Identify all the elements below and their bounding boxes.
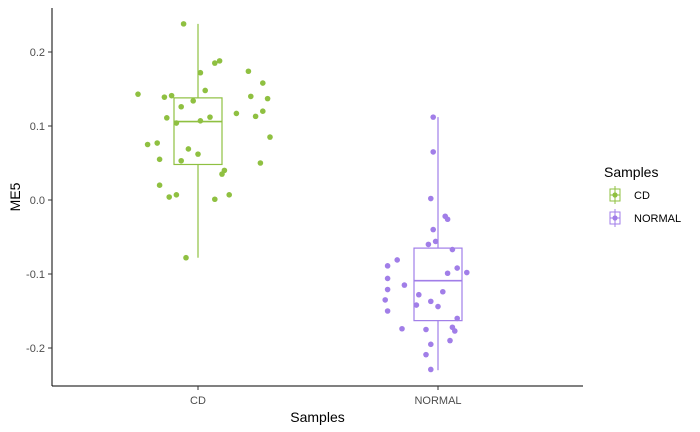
data-point-normal [432, 238, 439, 245]
data-point-normal [430, 149, 437, 155]
plot-area [135, 21, 470, 373]
data-point-normal [384, 263, 391, 269]
data-point-cd [202, 87, 208, 94]
x-axis-title: Samples [290, 409, 344, 425]
data-point-normal [425, 241, 432, 248]
data-point-cd [197, 118, 204, 124]
data-point-normal [428, 195, 434, 202]
data-point-cd [156, 156, 163, 163]
data-point-cd [190, 98, 196, 104]
data-point-cd [260, 80, 266, 86]
data-point-cd [207, 114, 213, 120]
data-point-cd [260, 108, 266, 114]
y-tick-label: 0.1 [30, 121, 45, 133]
data-point-normal [382, 297, 389, 303]
data-point-cd [168, 92, 175, 99]
data-point-normal [428, 298, 434, 305]
data-point-normal [452, 328, 458, 334]
box [413, 247, 463, 322]
y-axis-title: ME5 [7, 182, 23, 211]
data-point-normal [435, 303, 441, 310]
data-point-cd [257, 160, 264, 166]
data-point-cd [178, 157, 184, 164]
y-tick-label: 0.2 [30, 47, 45, 59]
legend-key-point [612, 215, 618, 221]
data-point-cd [173, 192, 180, 198]
x-tick-label: CD [190, 395, 206, 407]
data-point-cd [156, 182, 163, 188]
x-tick-label: NORMAL [414, 395, 461, 407]
data-point-normal [447, 337, 453, 344]
data-point-cd [166, 194, 172, 200]
data-point-normal [428, 341, 434, 348]
data-point-cd [212, 60, 218, 66]
data-point-normal [454, 315, 461, 322]
data-point-normal [430, 226, 437, 233]
data-point-cd [264, 95, 271, 102]
data-point-cd [185, 146, 192, 152]
data-point-normal [413, 302, 420, 308]
data-point-cd [183, 254, 189, 261]
y-tick-label: -0.2 [26, 343, 45, 355]
data-point-cd [135, 91, 141, 97]
data-point-cd [252, 113, 259, 120]
data-point-normal [384, 286, 391, 293]
data-point-normal [401, 282, 408, 288]
legend-key-point [612, 192, 618, 198]
legend-item-normal: NORMAL [606, 209, 681, 227]
data-point-cd [212, 196, 218, 203]
data-point-normal [454, 265, 461, 271]
boxplot-normal [413, 117, 463, 371]
data-point-normal [394, 257, 401, 263]
data-point-cd [216, 58, 223, 64]
data-point-cd [173, 120, 180, 126]
data-point-cd [233, 110, 240, 117]
data-point-normal [423, 351, 429, 358]
data-point-normal [384, 308, 391, 314]
data-point-normal [428, 366, 434, 373]
data-point-normal [423, 326, 429, 333]
data-point-cd [197, 69, 204, 76]
data-point-normal [430, 114, 437, 120]
y-tick-label: -0.1 [26, 269, 45, 281]
data-point-normal [449, 246, 456, 253]
legend-label: CD [634, 190, 650, 202]
x-axis-ticks: CD NORMAL [190, 386, 462, 407]
data-point-cd [195, 151, 201, 157]
data-point-normal [444, 270, 451, 277]
box [173, 97, 223, 166]
data-point-cd [226, 192, 232, 198]
data-point-cd [267, 134, 273, 140]
data-point-cd [154, 140, 160, 146]
boxplot-cd [173, 23, 223, 258]
jitter-points [135, 21, 470, 373]
legend: Samples CD NORMAL [604, 164, 681, 227]
legend-item-cd: CD [606, 186, 650, 204]
data-point-normal [416, 291, 422, 298]
data-point-cd [245, 68, 252, 75]
boxplots [173, 23, 463, 371]
data-point-normal [384, 275, 391, 282]
data-point-normal [440, 288, 446, 295]
y-axis-ticks: -0.2 -0.1 0.0 0.1 0.2 [26, 47, 52, 355]
data-point-normal [399, 325, 405, 332]
y-tick-label: 0.0 [30, 195, 45, 207]
data-point-cd [178, 103, 184, 110]
data-point-cd [180, 21, 187, 27]
data-point-cd [248, 93, 254, 100]
data-point-normal [444, 216, 451, 223]
data-point-cd [164, 115, 170, 121]
data-point-cd [219, 171, 225, 177]
legend-title: Samples [604, 164, 658, 180]
data-point-cd [144, 141, 151, 148]
data-point-cd [161, 94, 168, 100]
data-point-normal [464, 269, 470, 276]
legend-label: NORMAL [634, 213, 681, 225]
